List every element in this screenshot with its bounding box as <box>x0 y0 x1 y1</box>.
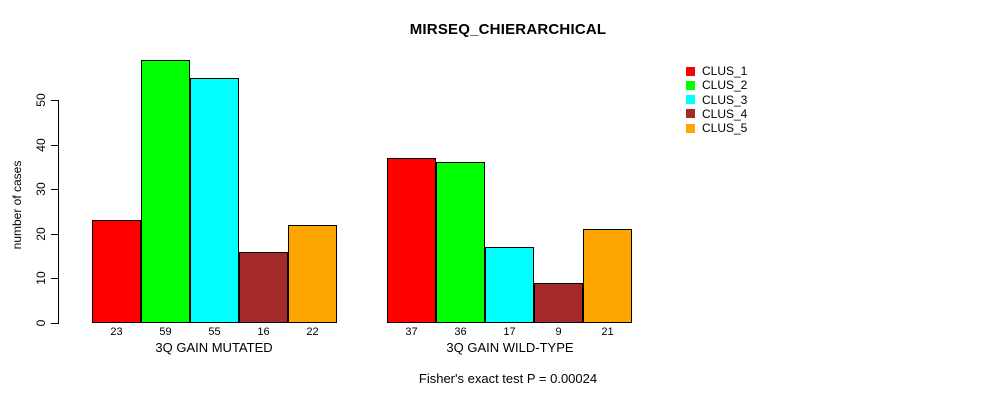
legend-item-clus_1: CLUS_1 <box>686 64 747 78</box>
fisher-test-label: Fisher's exact test P = 0.00024 <box>418 371 598 386</box>
group-label-mutated: 3Q GAIN MUTATED <box>155 340 273 355</box>
chart-title: MIRSEQ_CHIERARCHICAL <box>409 21 607 38</box>
y-tick-label: 0 <box>34 319 48 327</box>
legend-swatch <box>686 80 695 90</box>
bar-value-label: 9 <box>555 326 562 338</box>
bar-value-label: 17 <box>503 326 516 338</box>
bar-clus_2 <box>436 162 485 323</box>
y-tick-label: 40 <box>34 137 48 152</box>
legend: CLUS_1 CLUS_2 CLUS_3 CLUS_4 CLUS_5 <box>686 64 747 135</box>
legend-item-clus_2: CLUS_2 <box>686 78 747 92</box>
bar-value-label: 36 <box>454 326 467 338</box>
bar-value-label: 16 <box>257 326 270 338</box>
bar-clus_2 <box>141 59 190 323</box>
bar-value-label: 21 <box>601 326 614 338</box>
bar-value-label: 55 <box>208 326 221 338</box>
legend-item-clus_3: CLUS_3 <box>686 93 747 107</box>
y-tick-mark <box>51 144 58 146</box>
legend-item-clus_4: CLUS_4 <box>686 107 747 121</box>
legend-swatch <box>686 95 695 105</box>
bar-clus_3 <box>190 77 239 323</box>
y-tick-mark <box>51 278 58 280</box>
legend-label: CLUS_4 <box>702 106 748 121</box>
bar-clus_5 <box>583 229 632 323</box>
legend-label: CLUS_1 <box>702 64 748 78</box>
y-tick-mark <box>51 323 58 324</box>
y-tick-label: 20 <box>34 227 48 241</box>
bar-clus_1 <box>92 220 141 323</box>
bar-value-label: 59 <box>159 326 172 338</box>
bar-clus_1 <box>387 157 436 323</box>
y-tick-mark <box>51 233 58 235</box>
legend-label: CLUS_2 <box>702 78 748 93</box>
y-tick-label: 50 <box>34 93 48 107</box>
y-tick-label: 30 <box>34 182 48 196</box>
bar-clus_4 <box>239 251 288 323</box>
y-tick-label: 10 <box>34 271 48 286</box>
legend-swatch <box>686 109 695 119</box>
y-tick-mark <box>51 189 58 191</box>
bar-value-label: 23 <box>110 326 123 338</box>
y-axis-line <box>58 100 59 324</box>
legend-swatch <box>686 123 695 133</box>
legend-label: CLUS_5 <box>702 121 748 136</box>
bar-clus_4 <box>534 282 583 323</box>
bar-clus_5 <box>288 224 337 323</box>
y-axis-label: number of cases <box>10 160 24 250</box>
group-label-wild-type: 3Q GAIN WILD-TYPE <box>446 340 574 355</box>
legend-label: CLUS_3 <box>702 92 748 107</box>
y-tick-mark <box>51 100 58 101</box>
bar-clus_3 <box>485 247 534 323</box>
bar-value-label: 37 <box>405 326 418 338</box>
legend-swatch <box>686 66 695 76</box>
bar-value-label: 22 <box>306 326 319 338</box>
legend-item-clus_5: CLUS_5 <box>686 121 747 135</box>
